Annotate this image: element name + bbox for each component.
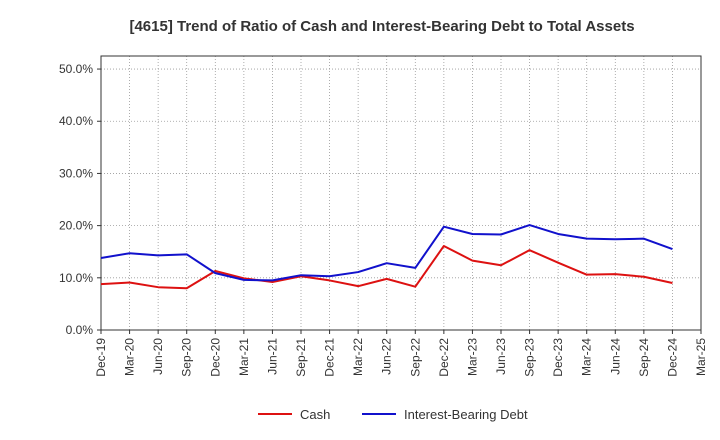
x-tick-label: Sep-22 — [408, 338, 422, 377]
x-tick-label: Sep-24 — [637, 338, 651, 377]
x-tick-label: Mar-21 — [237, 338, 251, 376]
y-tick-label: 0.0% — [66, 323, 94, 337]
x-tick-label: Dec-19 — [94, 338, 108, 377]
x-tick-label: Mar-25 — [694, 338, 708, 376]
x-tick-label: Mar-20 — [123, 338, 137, 376]
y-tick-label: 10.0% — [59, 271, 93, 285]
x-tick-label: Dec-22 — [437, 338, 451, 377]
x-tick-label: Sep-21 — [294, 338, 308, 377]
x-tick-label: Dec-23 — [551, 338, 565, 377]
y-tick-label: 30.0% — [59, 166, 93, 180]
y-tick-label: 20.0% — [59, 219, 93, 233]
x-tick-label: Mar-22 — [351, 338, 365, 376]
x-tick-label: Jun-20 — [151, 338, 165, 375]
chart-title: [4615] Trend of Ratio of Cash and Intere… — [129, 18, 634, 35]
x-tick-label: Mar-24 — [580, 338, 594, 376]
x-tick-label: Jun-24 — [608, 338, 622, 375]
y-tick-label: 40.0% — [59, 114, 93, 128]
plot-area: 0.0% 10.0% 20.0% 30.0% 40.0% 50.0% Dec-19 Mar-2… — [59, 55, 708, 377]
plot-frame — [100, 55, 702, 331]
x-tick-label: Jun-23 — [494, 338, 508, 375]
x-tick-label: Dec-21 — [323, 338, 337, 377]
x-tick-label: Sep-20 — [180, 338, 194, 377]
legend: Cash Interest-Bearing Debt — [258, 407, 528, 422]
y-tick-label: 50.0% — [59, 62, 93, 76]
x-tick-label: Dec-20 — [208, 338, 222, 377]
series-line-interest-bearing-debt — [100, 224, 673, 282]
x-tick-label: Sep-23 — [523, 338, 537, 377]
legend-label-interest-bearing-debt: Interest-Bearing Debt — [404, 407, 528, 422]
x-tick-label: Jun-21 — [265, 338, 279, 375]
x-tick-label: Jun-22 — [380, 338, 394, 375]
series-line-cash — [100, 244, 673, 290]
x-tick-label: Dec-24 — [665, 338, 679, 377]
x-tick-label: Mar-23 — [465, 338, 479, 376]
legend-label-cash: Cash — [300, 407, 330, 422]
